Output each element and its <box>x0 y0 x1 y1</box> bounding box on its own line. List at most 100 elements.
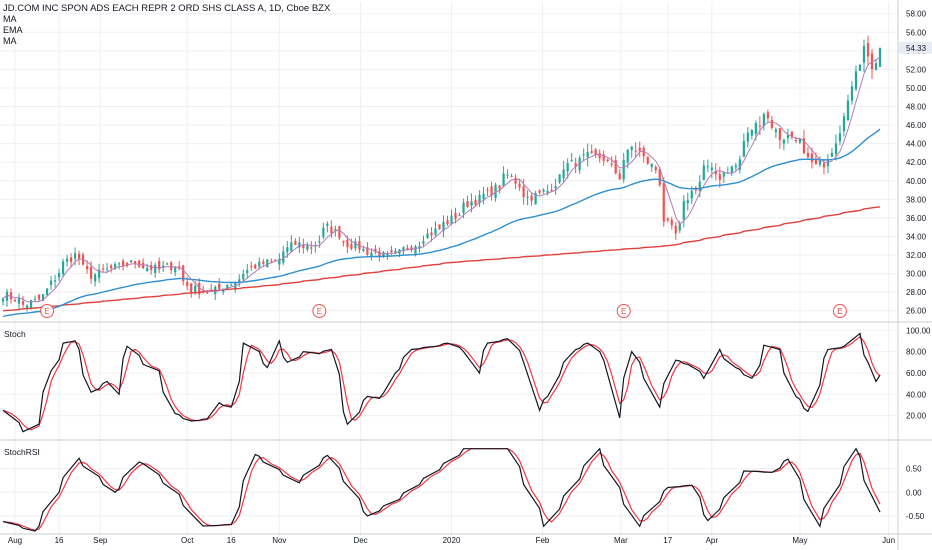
stochrsi-pane[interactable] <box>2 447 881 532</box>
candle-body-155 <box>622 160 625 180</box>
candle-body-178 <box>714 171 717 175</box>
stoch-pane-label[interactable]: Stoch <box>4 329 26 339</box>
candle-body-195 <box>782 139 785 144</box>
candle-body-133 <box>534 193 537 205</box>
candle-body-135 <box>542 189 545 192</box>
candle-body-101 <box>406 247 409 250</box>
study-ema-label[interactable]: EMA <box>3 25 23 35</box>
candle-body-68 <box>274 259 277 261</box>
candle-body-107 <box>430 232 433 236</box>
candle-body-90 <box>362 249 365 251</box>
study-ma-slow-label[interactable]: MA <box>3 36 17 46</box>
candle-body-205 <box>822 163 826 168</box>
price-axis-label-10: 38.00 <box>906 195 927 204</box>
candle-body-74 <box>298 242 301 248</box>
candle-body-29 <box>118 263 121 265</box>
candle-body-120 <box>482 193 485 199</box>
candle-body-140 <box>562 169 565 179</box>
candle-body-151 <box>606 159 609 162</box>
candle-body-105 <box>422 241 425 244</box>
candle-body-109 <box>438 224 441 230</box>
candle-body-200 <box>802 138 806 154</box>
study-ma-fast-label[interactable]: MA <box>3 14 17 24</box>
time-axis-label-7: 2020 <box>443 536 461 545</box>
candle-body-85 <box>342 240 345 243</box>
candle-body-163 <box>654 167 657 171</box>
candle-body-134 <box>538 190 541 193</box>
candle-body-131 <box>526 196 529 198</box>
price-axis-label-1: 56.00 <box>906 28 927 37</box>
candle-body-76 <box>306 245 309 250</box>
candle-body-165 <box>662 183 665 222</box>
stochrsi-axis-label-1: 0.00 <box>906 488 922 497</box>
candle-body-100 <box>402 247 405 251</box>
time-axis-label-10: 17 <box>663 536 672 545</box>
candle-body-214 <box>858 64 862 71</box>
candle-body-102 <box>410 246 413 251</box>
stoch-axis-label-1: 80.00 <box>906 348 927 357</box>
candle-body-7 <box>29 300 33 309</box>
candle-body-149 <box>598 153 601 159</box>
stoch-d-line <box>2 335 881 431</box>
candle-body-180 <box>722 171 725 177</box>
candle-body-57 <box>230 284 233 286</box>
candle-body-196 <box>786 135 789 139</box>
candle-body-48 <box>194 285 197 293</box>
candle-body-136 <box>546 191 549 193</box>
candle-body-16 <box>65 258 69 262</box>
candle-body-97 <box>390 250 393 253</box>
price-axis[interactable]: 58.0056.0054.0052.0050.0048.0046.0044.00… <box>899 10 932 521</box>
earnings-marker-3 <box>832 304 847 318</box>
stoch-axis-label-4: 20.00 <box>906 412 927 421</box>
candle-body-187 <box>750 130 753 136</box>
stoch-k-line <box>2 332 881 433</box>
stochrsi-pane-label[interactable]: StochRSI <box>4 447 40 457</box>
candle-body-106 <box>426 233 429 239</box>
candle-body-171 <box>686 200 689 204</box>
candle-body-189 <box>758 125 761 127</box>
candle-body-111 <box>446 219 449 225</box>
candle-body-186 <box>746 132 749 142</box>
price-axis-label-6: 46.00 <box>906 121 927 130</box>
candle-body-77 <box>310 247 313 249</box>
price-axis-label-12: 34.00 <box>906 232 927 241</box>
time-axis-label-4: 16 <box>227 536 236 545</box>
candle-body-39 <box>158 261 161 270</box>
stoch-axis-label-2: 60.00 <box>906 369 927 378</box>
candle-body-218 <box>874 63 878 71</box>
ema-line <box>2 128 881 318</box>
candle-body-10 <box>41 294 45 301</box>
stoch-pane[interactable] <box>2 332 881 433</box>
stochrsi-axis-label-0: 0.50 <box>906 465 922 474</box>
candle-body-182 <box>730 166 733 174</box>
candle-body-161 <box>646 156 649 164</box>
candle-body-11 <box>45 288 49 295</box>
time-axis-label-8: Feb <box>536 536 550 545</box>
earnings-marker-label-3: E <box>837 307 842 316</box>
candle-body-83 <box>334 228 337 231</box>
candle-body-24 <box>98 269 101 278</box>
candle-body-56 <box>226 285 229 289</box>
candle-body-176 <box>706 166 709 168</box>
candle-body-88 <box>354 241 357 249</box>
candle-body-168 <box>674 225 677 234</box>
candle-body-70 <box>282 251 285 263</box>
candle-body-197 <box>790 131 794 138</box>
candle-body-40 <box>162 265 165 268</box>
earnings-marker-1 <box>312 304 327 318</box>
price-axis-label-7: 44.00 <box>906 140 927 149</box>
candle-body-81 <box>326 223 329 226</box>
candle-body-21 <box>85 266 89 270</box>
time-axis[interactable]: Aug 16 Sep Oct 16 Nov Dec 2020 Feb Mar 17 Apr May Jun <box>8 536 895 545</box>
earnings-marker-label-1: E <box>317 307 322 316</box>
candle-body-146 <box>586 152 589 158</box>
candle-body-179 <box>718 174 721 180</box>
candle-body-12 <box>49 280 53 286</box>
candle-body-31 <box>126 262 129 266</box>
candle-body-93 <box>374 248 377 253</box>
candle-body-35 <box>142 262 145 269</box>
candle-body-62 <box>250 266 253 268</box>
candle-body-192 <box>770 119 773 128</box>
candle-body-193 <box>774 129 777 132</box>
